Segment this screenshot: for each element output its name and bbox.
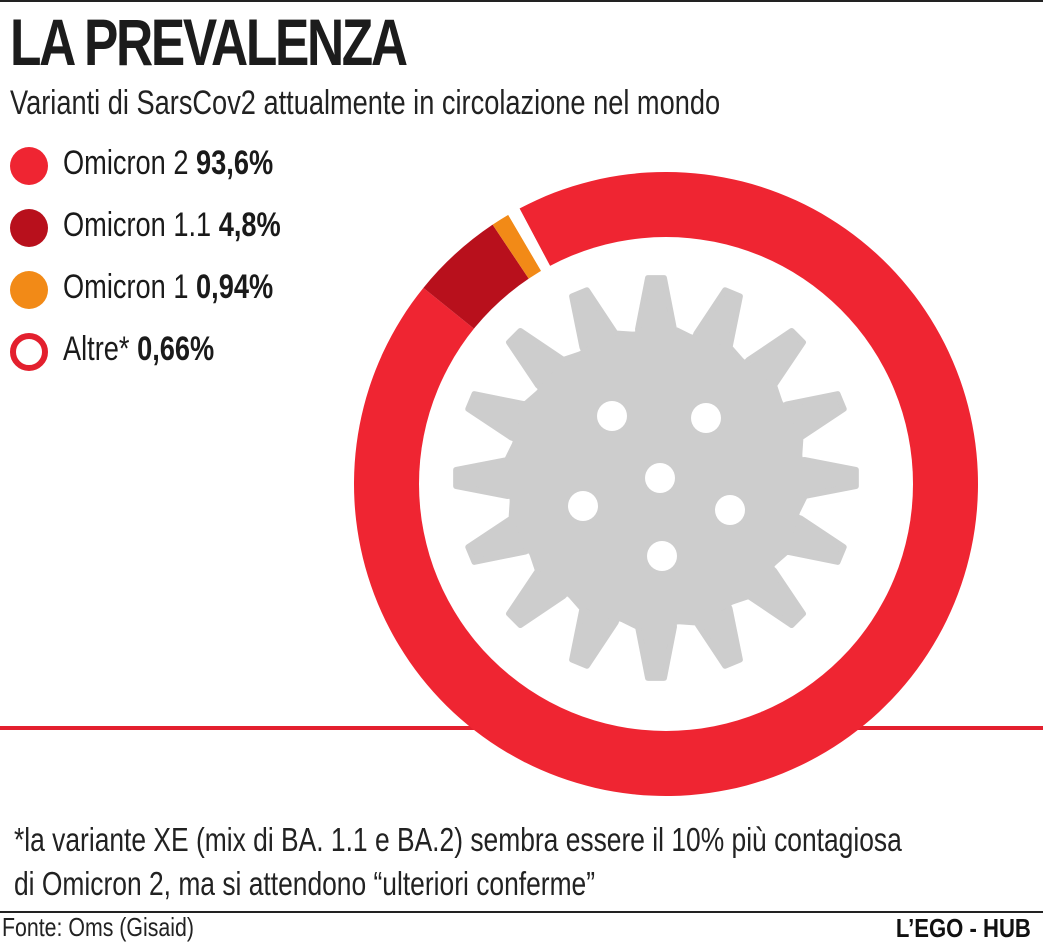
legend-value: 93,6% — [196, 144, 274, 182]
footnote-line: *la variante XE (mix di BA. 1.1 e BA.2) … — [14, 821, 902, 858]
top-rule — [0, 0, 1043, 2]
legend-text: Altre* 0,66% — [63, 330, 214, 369]
page-title: LA PREVALENZA — [10, 5, 408, 79]
legend-swatch — [10, 333, 48, 371]
virus-dot — [645, 463, 675, 493]
footnote: *la variante XE (mix di BA. 1.1 e BA.2) … — [14, 818, 902, 906]
virus-dot — [568, 491, 598, 521]
legend-swatch — [10, 147, 48, 185]
virus-icon — [453, 275, 859, 681]
legend-text: Omicron 1.1 4,8% — [63, 206, 281, 245]
legend-text: Omicron 1 0,94% — [63, 268, 273, 307]
source-text: Fonte: Oms (Gisaid) — [2, 912, 194, 942]
virus-dot — [597, 401, 627, 431]
brand-logo: L’EGO - HUB — [895, 913, 1031, 943]
legend-value: 0,66% — [137, 330, 215, 368]
legend-label: Omicron 2 — [63, 144, 189, 182]
legend-value: 4,8% — [218, 206, 281, 244]
legend-label: Altre* — [63, 330, 130, 368]
footnote-line: di Omicron 2, ma si attendono “ulteriori… — [14, 865, 596, 902]
legend-label: Omicron 1.1 — [63, 206, 212, 244]
legend-text: Omicron 2 93,6% — [63, 144, 273, 183]
virus-dot — [715, 495, 745, 525]
virus-dot — [647, 541, 677, 571]
legend-value: 0,94% — [196, 268, 274, 306]
legend-swatch — [10, 271, 48, 309]
bottom-rule — [0, 911, 1043, 913]
virus-dot — [691, 403, 721, 433]
page-subtitle: Varianti di SarsCov2 attualmente in circ… — [10, 84, 721, 122]
legend-swatch — [10, 209, 48, 247]
legend-label: Omicron 1 — [63, 268, 189, 306]
